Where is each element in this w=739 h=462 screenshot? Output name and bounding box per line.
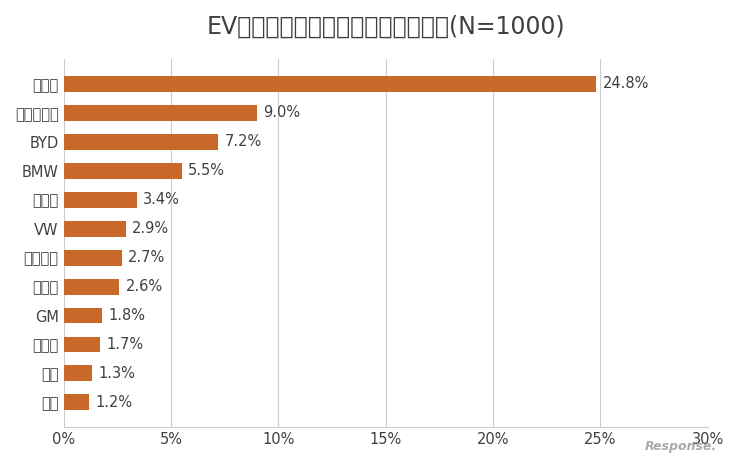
Text: 3.4%: 3.4% — [143, 192, 180, 207]
Bar — [64, 192, 137, 207]
Text: 2.9%: 2.9% — [132, 221, 169, 236]
Text: 24.8%: 24.8% — [602, 76, 649, 91]
Bar — [64, 163, 182, 179]
Text: 1.2%: 1.2% — [96, 395, 133, 410]
Bar — [64, 249, 122, 266]
Text: Response.: Response. — [644, 440, 717, 453]
Title: EVで最も優れていると思うメーカー(N=1000): EVで最も優れていると思うメーカー(N=1000) — [206, 15, 565, 39]
Bar — [64, 105, 257, 121]
Bar — [64, 365, 92, 382]
Text: 9.0%: 9.0% — [263, 105, 301, 120]
Text: 1.7%: 1.7% — [106, 337, 143, 352]
Bar — [64, 279, 120, 294]
Bar — [64, 76, 596, 91]
Bar — [64, 336, 100, 353]
Text: 2.6%: 2.6% — [126, 279, 163, 294]
Text: 1.3%: 1.3% — [98, 366, 134, 381]
Bar — [64, 221, 126, 237]
Bar — [64, 395, 89, 410]
Text: 2.7%: 2.7% — [128, 250, 166, 265]
Bar — [64, 134, 218, 150]
Text: 5.5%: 5.5% — [188, 163, 225, 178]
Bar — [64, 308, 102, 323]
Text: 7.2%: 7.2% — [225, 134, 262, 149]
Text: 1.8%: 1.8% — [109, 308, 146, 323]
